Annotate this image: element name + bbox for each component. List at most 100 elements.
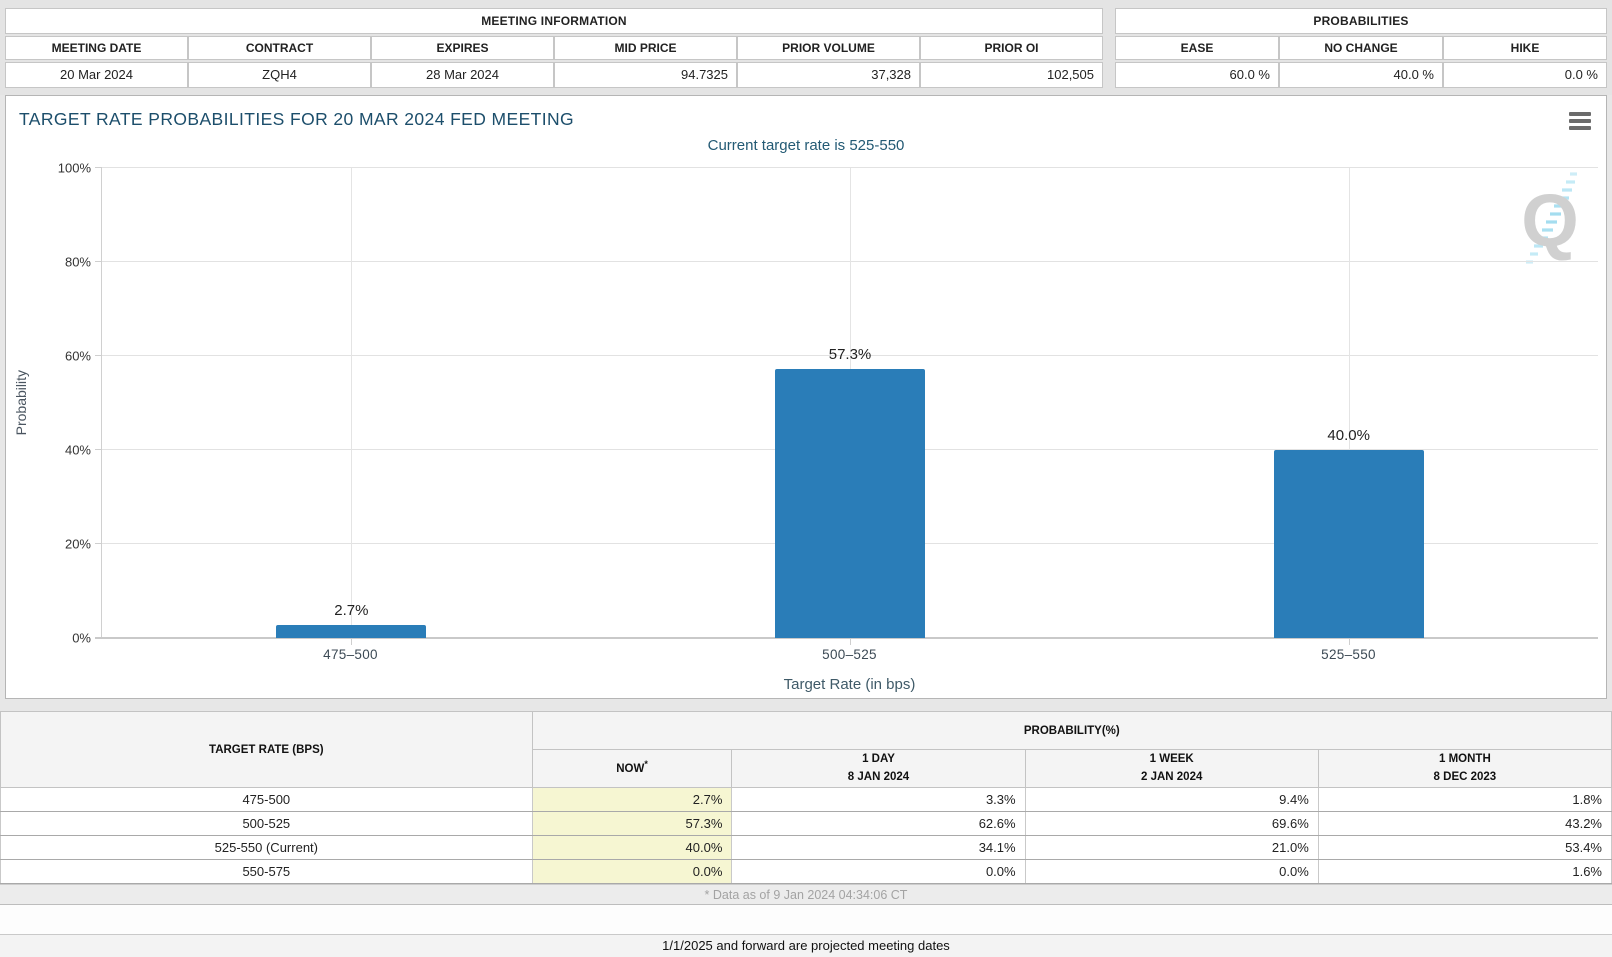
- history-subheader-row: NOW* 1 DAY 8 JAN 2024 1 WEEK 2 JAN 2024 1 MON…: [1, 749, 1612, 788]
- meeting-information-value-row: 20 Mar 2024 ZQH4 28 Mar 2024 94.7325 37,328 1…: [5, 61, 1103, 88]
- period-column-header: 1 WEEK 2 JAN 2024: [1024, 749, 1319, 788]
- chart-title: TARGET RATE PROBABILITIES FOR 20 MAR 202…: [19, 109, 575, 129]
- probability-cell: 69.6%: [1024, 811, 1319, 836]
- v-gridline: [1348, 168, 1350, 638]
- probability-cell: 1.6%: [1317, 859, 1612, 884]
- hamburger-menu-icon[interactable]: [1569, 112, 1591, 130]
- plot-area: Q 2.7% 57.3% 40.0%: [95, 167, 1598, 645]
- probability-cell: 53.4%: [1317, 835, 1612, 860]
- y-tick-label: 0%: [72, 630, 91, 646]
- now-probability-cell: 40.0%: [531, 835, 733, 860]
- y-tick-label: 100%: [57, 160, 91, 176]
- history-table-row: 525-550 (Current) 40.0% 34.1% 21.0% 53.4%: [0, 835, 1612, 860]
- value-cell: 0.0 %: [1443, 61, 1607, 88]
- value-cell: 94.7325: [554, 61, 737, 88]
- value-cell: 37,328: [737, 61, 920, 88]
- probability-cell: 1.8%: [1317, 787, 1612, 812]
- column-header: HIKE: [1443, 36, 1607, 60]
- now-probability-cell: 0.0%: [531, 859, 733, 884]
- value-cell: 28 Mar 2024: [371, 61, 554, 88]
- footer-gap: [0, 905, 1612, 934]
- period-column-header: 1 DAY 8 JAN 2024: [731, 749, 1026, 788]
- probability-cell: 3.3%: [731, 787, 1026, 812]
- x-tickmark: [1348, 639, 1350, 645]
- y-tick-label: 20%: [64, 536, 91, 552]
- value-cell: 40.0 %: [1279, 61, 1443, 88]
- column-header: PRIOR OI: [920, 36, 1103, 60]
- bar-value-label: 40.0%: [1327, 427, 1370, 444]
- y-tickmark: [95, 261, 102, 262]
- meeting-information-title: MEETING INFORMATION: [5, 8, 1103, 35]
- quikstrike-watermark-icon: Q: [1510, 168, 1584, 275]
- target-rate-cell: 475-500: [0, 787, 533, 812]
- h-gridline: [102, 167, 1598, 168]
- x-tickmark: [351, 639, 353, 645]
- probability-bar[interactable]: [1273, 450, 1424, 638]
- history-table-row: 550-575 0.0% 0.0% 0.0% 1.6%: [0, 859, 1612, 884]
- probability-history-table: TARGET RATE (BPS) PROBABILITY(%) NOW* 1 D…: [0, 711, 1612, 884]
- y-tickmark: [95, 167, 102, 168]
- target-rate-cell: 500-525: [0, 811, 533, 836]
- value-cell: 102,505: [920, 61, 1103, 88]
- target-rate-cell: 550-575: [0, 859, 533, 884]
- now-probability-cell: 57.3%: [531, 811, 733, 836]
- column-header: MEETING DATE: [5, 36, 188, 60]
- target-rate-column-header: TARGET RATE (BPS): [0, 711, 533, 788]
- column-header: EASE: [1115, 36, 1279, 60]
- y-tick-label: 60%: [64, 348, 91, 364]
- value-cell: ZQH4: [188, 61, 371, 88]
- probability-bar[interactable]: [276, 625, 427, 638]
- y-tick-label: 40%: [64, 442, 91, 458]
- y-axis-tick-labels: 0% 20% 40% 60% 80% 100%: [36, 161, 101, 646]
- x-axis-title: Target Rate (in bps): [783, 676, 916, 693]
- x-axis-tick-labels: 475–500 500–525 525–550: [101, 638, 1598, 668]
- meeting-information-table: MEETING INFORMATION MEETING DATE CONTRACT…: [5, 6, 1103, 90]
- probability-cell: 21.0%: [1024, 835, 1319, 860]
- value-cell: 20 Mar 2024: [5, 61, 188, 88]
- y-tickmark: [95, 449, 102, 450]
- divider-band: [0, 699, 1612, 711]
- bar-value-label: 57.3%: [828, 345, 872, 363]
- probabilities-table: PROBABILITIES EASE NO CHANGE HIKE 60.0 % 40…: [1115, 6, 1607, 90]
- column-header: EXPIRES: [371, 36, 554, 60]
- chart-wrapper: TARGET RATE PROBABILITIES FOR 20 MAR 202…: [0, 95, 1612, 699]
- top-summary-strip: MEETING INFORMATION MEETING DATE CONTRACT…: [0, 0, 1612, 95]
- history-table-row: 500-525 57.3% 62.6% 69.6% 43.2%: [0, 811, 1612, 836]
- probability-cell: 34.1%: [731, 835, 1026, 860]
- period-column-header: NOW*: [531, 749, 733, 788]
- x-axis-line: [95, 637, 1598, 639]
- x-tickmark: [850, 639, 851, 645]
- column-header: NO CHANGE: [1279, 36, 1443, 60]
- y-axis-title: Probability: [13, 370, 29, 436]
- svg-text:Q: Q: [1521, 179, 1579, 262]
- probability-bar[interactable]: [775, 368, 925, 638]
- projected-dates-note: 1/1/2025 and forward are projected meeti…: [0, 934, 1612, 957]
- history-table-row: 475-500 2.7% 3.3% 9.4% 1.8%: [0, 787, 1612, 812]
- meeting-information-header-row: MEETING DATE CONTRACT EXPIRES MID PRICE PRIO…: [5, 36, 1103, 60]
- probability-cell: 9.4%: [1024, 787, 1319, 812]
- v-gridline: [351, 168, 353, 638]
- column-header: PRIOR VOLUME: [737, 36, 920, 60]
- now-probability-cell: 2.7%: [531, 787, 733, 812]
- data-asof-footnote: * Data as of 9 Jan 2024 04:34:06 CT: [0, 884, 1612, 905]
- y-tickmark: [95, 543, 102, 544]
- x-tick-label: 500–525: [822, 647, 877, 662]
- column-header: CONTRACT: [188, 36, 371, 60]
- period-column-header: 1 MONTH 8 DEC 2023: [1317, 749, 1612, 788]
- probability-cell: 62.6%: [731, 811, 1026, 836]
- x-tick-label: 525–550: [1321, 647, 1376, 662]
- target-rate-cell: 525-550 (Current): [0, 835, 533, 860]
- bar-value-label: 2.7%: [334, 602, 369, 620]
- chart-panel: TARGET RATE PROBABILITIES FOR 20 MAR 202…: [5, 95, 1607, 699]
- probabilities-header-row: EASE NO CHANGE HIKE: [1115, 36, 1607, 60]
- y-tickmark: [95, 355, 102, 356]
- probability-cell: 0.0%: [731, 859, 1026, 884]
- y-tick-label: 80%: [64, 254, 91, 270]
- x-tick-label: 475–500: [323, 647, 378, 662]
- probabilities-title: PROBABILITIES: [1115, 8, 1607, 35]
- value-cell: 60.0 %: [1115, 61, 1279, 88]
- chart-subtitle: Current target rate is 525-550: [707, 137, 905, 154]
- probabilities-value-row: 60.0 % 40.0 % 0.0 %: [1115, 61, 1607, 88]
- chart-body: Probability 0% 20% 40% 60% 80% 100%: [6, 161, 1606, 693]
- column-header: MID PRICE: [554, 36, 737, 60]
